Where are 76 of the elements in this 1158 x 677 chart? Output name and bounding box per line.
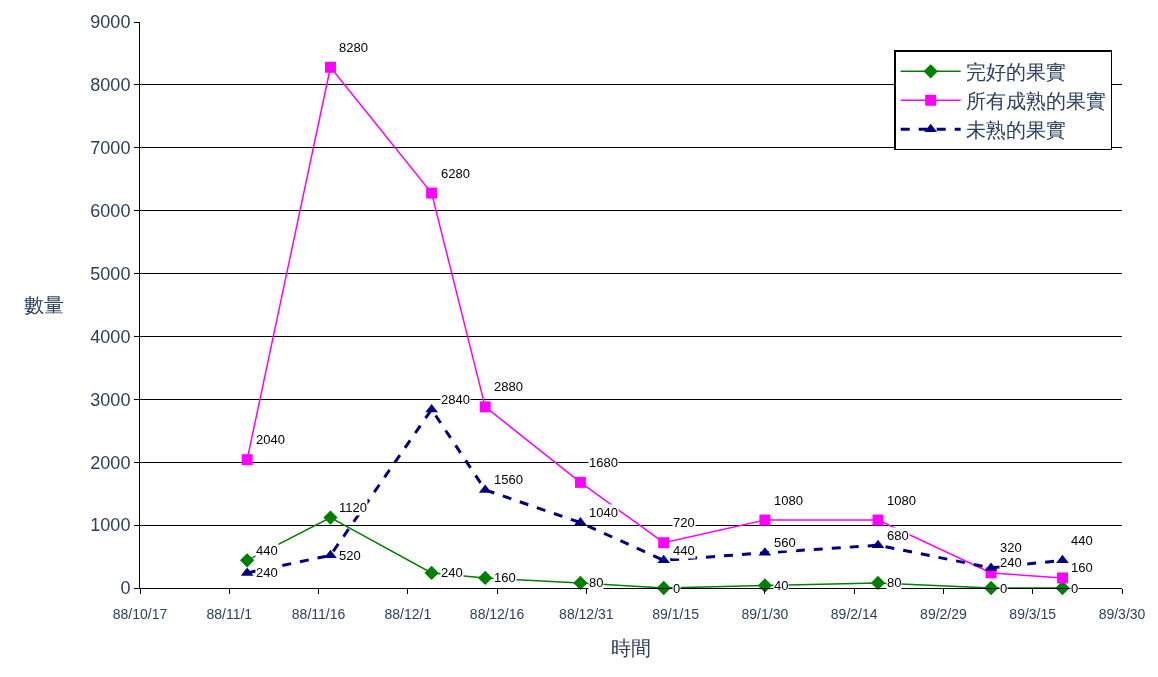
data-label: 440 <box>256 543 278 558</box>
point <box>657 554 671 564</box>
point <box>658 537 670 549</box>
point <box>239 553 255 568</box>
x-tick-label: 88/11/1 <box>206 605 253 622</box>
data-label: 2840 <box>441 392 470 407</box>
data-label: 160 <box>494 570 516 585</box>
y-axis-title: 數量 <box>24 294 64 316</box>
y-tick-label: 7000 <box>90 138 131 159</box>
data-label: 40 <box>774 578 789 593</box>
data-label: 2040 <box>256 432 285 447</box>
point <box>478 570 493 586</box>
data-label: 240 <box>441 565 463 580</box>
y-tick-label: 3000 <box>90 389 131 410</box>
point <box>573 575 588 591</box>
legend-label: 未熟的果實 <box>965 119 1066 142</box>
data-label: 1080 <box>774 493 803 508</box>
data-label: 320 <box>1000 540 1022 555</box>
data-label: 0 <box>673 581 681 596</box>
y-tick-label: 2000 <box>90 452 131 473</box>
point <box>870 575 886 591</box>
data-label: 2880 <box>494 379 523 394</box>
y-tick-label: 9000 <box>90 12 131 33</box>
point <box>479 401 491 413</box>
data-label: 1120 <box>339 500 367 515</box>
data-label: 80 <box>887 575 902 590</box>
data-label: 8280 <box>339 40 368 55</box>
x-tick-label: 88/12/16 <box>469 605 525 622</box>
data-label: 520 <box>339 548 361 563</box>
data-label: 680 <box>887 528 909 543</box>
x-tick-label: 88/12/1 <box>384 605 432 622</box>
y-tick-label: 8000 <box>90 75 131 96</box>
data-label: 1680 <box>589 455 618 470</box>
legend-label: 完好的果實 <box>965 61 1066 84</box>
x-tick-label: 89/2/29 <box>920 605 968 622</box>
data-label: 560 <box>774 535 796 550</box>
x-tick-label: 89/3/15 <box>1009 605 1057 622</box>
data-label: 1080 <box>887 493 916 508</box>
point <box>425 403 438 413</box>
point <box>1056 572 1068 584</box>
data-label: 240 <box>1000 555 1022 570</box>
data-label: 1040 <box>589 505 618 520</box>
data-label: 440 <box>673 543 695 558</box>
data-label: 0 <box>1071 581 1079 596</box>
point <box>426 187 438 199</box>
point <box>574 476 586 488</box>
point <box>241 454 253 466</box>
x-axis-title: 時間 <box>611 637 651 660</box>
x-tick-label: 89/1/30 <box>741 605 789 622</box>
legend-label: 所有成熟的果實 <box>965 90 1106 113</box>
point <box>324 61 336 73</box>
data-label: 720 <box>673 515 695 530</box>
point <box>983 580 999 596</box>
y-tick-label: 1000 <box>90 515 131 536</box>
y-tick-label: 6000 <box>90 200 131 221</box>
data-label: 440 <box>1071 533 1093 548</box>
y-tick-label: 5000 <box>90 263 131 284</box>
data-label: 0 <box>1000 581 1008 596</box>
data-label: 80 <box>589 575 604 590</box>
data-label: 6280 <box>441 166 470 181</box>
data-label: 240 <box>256 565 278 580</box>
point <box>323 510 338 525</box>
point <box>759 514 771 526</box>
x-tick-label: 88/10/17 <box>112 605 168 622</box>
point <box>872 514 884 526</box>
point <box>1056 554 1069 564</box>
x-tick-label: 89/2/14 <box>830 605 878 622</box>
x-tick-label: 88/11/16 <box>291 605 346 622</box>
data-label: 160 <box>1071 560 1093 575</box>
x-tick-label: 89/1/15 <box>652 605 700 622</box>
x-tick-label: 89/3/30 <box>1098 605 1146 622</box>
x-tick-label: 88/12/31 <box>559 605 614 622</box>
y-tick-label: 0 <box>120 578 131 599</box>
point <box>424 565 439 581</box>
y-tick-label: 4000 <box>90 326 131 347</box>
data-label: 1560 <box>494 472 523 487</box>
